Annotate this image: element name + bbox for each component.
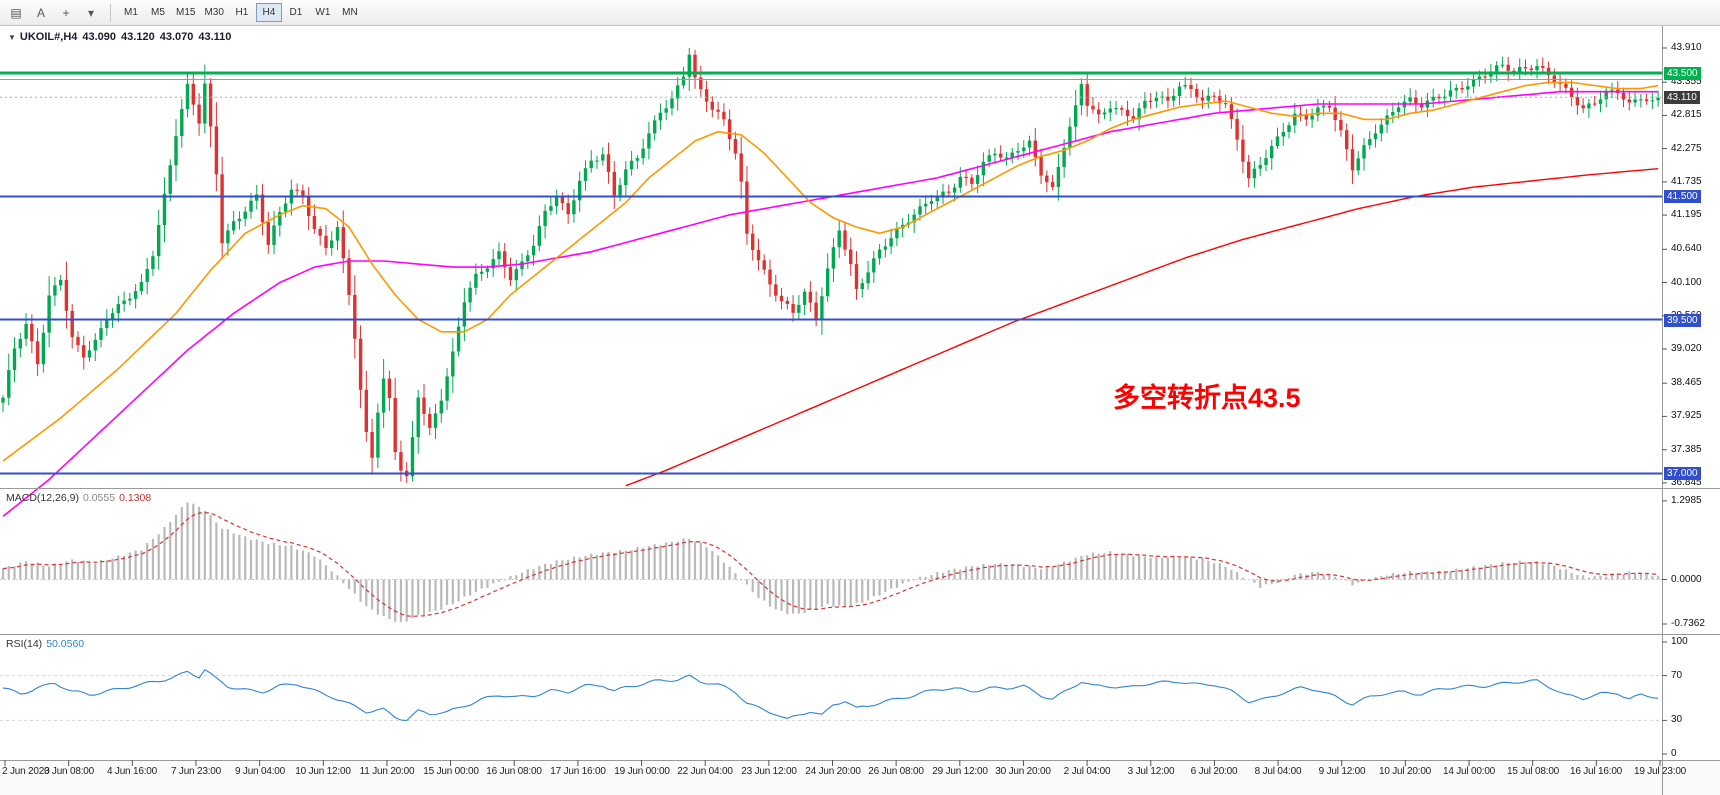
macd-main-value: 0.0555 xyxy=(82,492,116,504)
time-axis-label: 9 Jun 04:00 xyxy=(234,766,286,777)
rsi-indicator-label: RSI(14) 50.0560 xyxy=(6,638,84,650)
price-tick-label: 41.735 xyxy=(1671,175,1702,187)
timeframe-button-m15[interactable]: M15 xyxy=(172,3,199,22)
drawing-tools-dropdown[interactable]: ▾ xyxy=(79,3,103,23)
time-axis-label: 14 Jul 00:00 xyxy=(1442,766,1496,777)
time-axis-label: 22 Jun 04:00 xyxy=(677,766,733,777)
timeframe-button-d1[interactable]: D1 xyxy=(283,3,309,22)
time-axis-label: 19 Jul 23:00 xyxy=(1633,766,1687,777)
time-axis-label: 24 Jun 20:00 xyxy=(805,766,861,777)
chart-window-icon[interactable]: ▤ xyxy=(4,3,28,23)
price-tick-label: 42.815 xyxy=(1671,109,1702,121)
time-axis-label: 16 Jul 16:00 xyxy=(1569,766,1623,777)
time-axis-label: 6 Jul 20:00 xyxy=(1190,766,1238,777)
time-axis-label: 19 Jun 00:00 xyxy=(614,766,670,777)
macd-name: MACD(12,26,9) xyxy=(6,492,79,504)
timeframe-button-group: M1 M5 M15 M30 H1 H4 D1 W1 MN xyxy=(118,3,363,22)
tool-button-group: ▤ A + ▾ xyxy=(4,3,103,23)
close-value: 43.110 xyxy=(198,31,232,43)
macd-scale-label: -0.7362 xyxy=(1671,618,1705,629)
price-axis: 43.910 43.355 42.815 42.275 41.735 41.195 40.6… xyxy=(1663,26,1720,795)
open-value: 43.090 xyxy=(82,31,117,43)
price-tick-label: 37.925 xyxy=(1671,410,1702,422)
price-highlight-label: 39.500 xyxy=(1664,313,1701,327)
toolbar: ▤ A + ▾ M1 M5 M15 M30 H1 H4 D1 W1 MN xyxy=(0,0,1720,26)
time-axis-label: 3 Jun 08:00 xyxy=(43,766,95,777)
price-highlight-label: 41.500 xyxy=(1664,190,1701,204)
time-axis-label: 15 Jun 00:00 xyxy=(423,766,479,777)
time-axis-label: 23 Jun 12:00 xyxy=(741,766,797,777)
price-tick-label: 43.355 xyxy=(1671,76,1702,88)
toolbar-separator xyxy=(110,3,111,22)
chart-ohlc-title: ▼ UKOIL#,H4 43.090 43.120 43.070 43.110 xyxy=(8,31,236,43)
macd-signal-value: 0.1308 xyxy=(119,492,152,504)
price-tick-label: 43.910 xyxy=(1671,42,1702,53)
timeframe-button-w1[interactable]: W1 xyxy=(310,3,336,22)
low-value: 43.070 xyxy=(159,31,194,43)
chart-canvas[interactable] xyxy=(0,26,1720,795)
collapse-triangle-icon[interactable]: ▼ xyxy=(8,33,16,42)
rsi-value: 50.0560 xyxy=(46,638,85,650)
timeframe-button-m30[interactable]: M30 xyxy=(200,3,227,22)
time-axis-label: 29 Jun 12:00 xyxy=(932,766,988,777)
high-value: 43.120 xyxy=(121,31,155,43)
symbol-timeframe-label: UKOIL#,H4 xyxy=(19,31,78,43)
timeframe-button-mn[interactable]: MN xyxy=(337,3,363,22)
text-annotation-button[interactable]: A xyxy=(29,3,53,23)
rsi-scale-label: 30 xyxy=(1671,714,1683,726)
ma-magenta-mid xyxy=(2,90,1659,518)
price-tick-label: 37.385 xyxy=(1671,443,1702,455)
rsi-scale-label: 100 xyxy=(1671,636,1688,647)
timeframe-button-m5[interactable]: M5 xyxy=(145,3,171,22)
time-axis-label: 3 Jul 12:00 xyxy=(1127,766,1175,777)
macd-signal-line xyxy=(2,511,1659,618)
time-axis-label: 30 Jun 20:00 xyxy=(995,766,1051,777)
macd-scale-label: 0.0000 xyxy=(1671,573,1702,585)
price-tick-label: 38.465 xyxy=(1671,377,1702,389)
price-tick-label: 39.020 xyxy=(1671,343,1702,354)
rsi-name: RSI(14) xyxy=(6,638,43,650)
rsi-line xyxy=(2,668,1659,722)
macd-indicator-label: MACD(12,26,9) 0.0555 0.1308 xyxy=(6,492,151,504)
timeframe-button-h4[interactable]: H4 xyxy=(255,3,282,22)
crosshair-tool-button[interactable]: + xyxy=(54,3,78,23)
time-axis-label: 15 Jul 08:00 xyxy=(1506,766,1560,777)
time-axis-label: 8 Jul 04:00 xyxy=(1254,766,1302,777)
candlesticks xyxy=(1,48,1660,483)
time-axis-label: 2 Jul 04:00 xyxy=(1063,766,1111,777)
price-tick-label: 40.640 xyxy=(1671,243,1702,255)
time-axis-label: 16 Jun 08:00 xyxy=(486,766,542,777)
rsi-scale-label: 70 xyxy=(1671,669,1683,681)
macd-scale-label: 1.2985 xyxy=(1671,494,1702,506)
ma-orange-fast xyxy=(2,81,1659,462)
chart-annotation-text[interactable]: 多空转折点43.5 xyxy=(1113,383,1301,413)
rsi-scale-label: 0 xyxy=(1671,748,1677,759)
price-tick-label: 42.275 xyxy=(1671,142,1702,154)
price-tick-label: 41.195 xyxy=(1671,209,1702,221)
time-axis-label: 9 Jul 12:00 xyxy=(1318,766,1366,777)
price-tick-label: 40.100 xyxy=(1671,276,1702,288)
time-axis-label: 10 Jul 20:00 xyxy=(1378,766,1432,777)
time-axis-label: 26 Jun 08:00 xyxy=(868,766,924,777)
price-highlight-label: 37.000 xyxy=(1664,467,1701,481)
time-axis-label: 4 Jun 16:00 xyxy=(106,766,158,777)
timeframe-button-m1[interactable]: M1 xyxy=(118,3,144,22)
time-axis: 2 Jun 2020 3 Jun 08:00 4 Jun 16:00 7 Jun 23… xyxy=(0,766,1686,784)
time-axis-label: 17 Jun 16:00 xyxy=(550,766,606,777)
macd-histogram xyxy=(1,502,1660,622)
ma-red-slow xyxy=(625,168,1659,487)
timeframe-button-h1[interactable]: H1 xyxy=(229,3,255,22)
time-axis-label: 2 Jun 2020 xyxy=(2,766,50,777)
time-axis-strip xyxy=(0,760,1720,795)
time-axis-label: 10 Jun 12:00 xyxy=(295,766,351,777)
price-tick-label: 36.845 xyxy=(1671,476,1702,488)
price-highlight-label: 43.110 xyxy=(1664,91,1700,105)
time-axis-label: 11 Jun 20:00 xyxy=(359,766,415,777)
price-highlight-label: 43.500 xyxy=(1664,67,1701,81)
time-axis-label: 7 Jun 23:00 xyxy=(170,766,222,777)
